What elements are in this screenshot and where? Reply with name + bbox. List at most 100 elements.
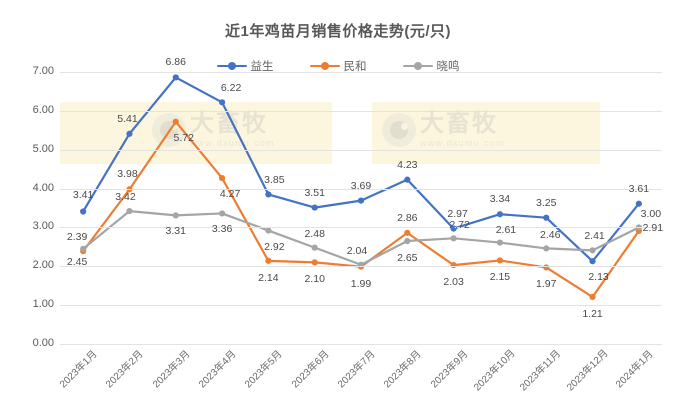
x-axis-tick: 2023年12月 <box>564 347 611 394</box>
data-point[interactable] <box>172 74 179 81</box>
legend-item-2[interactable]: 晓鸣 <box>402 58 460 74</box>
gridline <box>60 149 662 151</box>
data-point[interactable] <box>357 197 365 204</box>
y-axis-tick: 0.00 <box>32 337 54 349</box>
data-point[interactable] <box>404 237 411 245</box>
data-point[interactable] <box>126 130 133 137</box>
data-point[interactable] <box>218 174 226 182</box>
data-point-label: 2.72 <box>449 219 470 232</box>
data-point[interactable] <box>404 176 411 183</box>
data-point-label: 2.91 <box>642 221 664 234</box>
y-axis-tick: 4.00 <box>32 181 54 194</box>
chart-title: 近1年鸡苗月销售价格走势(元/只) <box>224 23 451 40</box>
data-point-label: 1.99 <box>350 277 372 290</box>
data-point-label: 5.72 <box>173 131 194 144</box>
y-axis-tick: 5.00 <box>32 142 54 155</box>
data-point[interactable] <box>589 247 596 254</box>
data-point[interactable] <box>450 262 457 269</box>
data-point-label: 1.21 <box>582 307 603 320</box>
gridline <box>60 344 662 345</box>
data-point-label: 2.61 <box>495 223 517 236</box>
data-point-label: 6.22 <box>220 82 242 95</box>
data-point[interactable] <box>265 257 272 264</box>
data-point[interactable] <box>80 208 87 215</box>
data-point-label: 3.85 <box>264 174 285 187</box>
gridline <box>60 227 662 229</box>
data-point[interactable] <box>311 244 318 251</box>
data-point[interactable] <box>635 200 642 207</box>
data-point-label: 3.31 <box>165 225 186 238</box>
data-point-label: 2.15 <box>489 271 511 284</box>
legend-label: 民和 <box>343 61 367 73</box>
gridline <box>60 266 662 268</box>
series-line-1 <box>82 120 640 299</box>
data-point[interactable] <box>450 225 457 232</box>
data-point-label: 3.25 <box>536 196 557 209</box>
data-point-label: 3.69 <box>350 179 372 192</box>
data-point[interactable] <box>172 212 179 219</box>
data-point-label: 3.42 <box>115 191 136 204</box>
data-point[interactable] <box>496 211 504 218</box>
data-point-label: 6.86 <box>165 56 186 69</box>
data-point[interactable] <box>404 229 411 236</box>
data-point[interactable] <box>218 210 226 217</box>
data-point[interactable] <box>172 118 179 125</box>
data-point-label: 2.92 <box>264 240 285 253</box>
data-point[interactable] <box>126 208 133 215</box>
gridline <box>60 72 662 73</box>
data-point-label: 3.34 <box>489 193 511 206</box>
x-axis-tick: 2023年5月 <box>243 348 285 391</box>
data-point-label: 2.65 <box>397 252 418 265</box>
data-point-label: 4.27 <box>219 188 241 201</box>
data-point-label: 2.03 <box>443 276 464 289</box>
data-point[interactable] <box>589 293 596 301</box>
plot-area: 大畜牧 www.dxumu.com 大畜牧 www.dxumu.com 7.00… <box>33 56 664 349</box>
watermark-band-left <box>60 102 332 164</box>
x-axis-labels: 2023年1月 2023年2月 2023年3月 2023年4月 2023年5月 2023年… <box>58 346 662 416</box>
x-axis-tick: 2023年8月 <box>382 348 424 391</box>
legend-label: 益生 <box>250 61 274 73</box>
data-point[interactable] <box>496 257 504 264</box>
data-point[interactable] <box>543 245 550 252</box>
data-point-label: 3.36 <box>211 223 233 236</box>
gridline <box>60 110 662 112</box>
data-point[interactable] <box>496 239 504 246</box>
y-axis-tick: 1.00 <box>32 298 54 311</box>
x-axis-tick: 2023年10月 <box>471 347 518 394</box>
data-point[interactable] <box>311 204 318 211</box>
watermark-band-right <box>372 102 600 164</box>
data-point-label: 1.97 <box>536 278 557 291</box>
gridline <box>60 305 662 307</box>
series-lines <box>80 74 642 301</box>
legend-item-1[interactable]: 民和 <box>309 58 367 74</box>
data-point-label: 3.41 <box>72 189 94 202</box>
data-point-label: 2.45 <box>66 255 88 268</box>
chart-legend: 益生 民和 晓鸣 <box>0 58 676 74</box>
data-point[interactable] <box>80 245 87 252</box>
legend-item-0[interactable]: 益生 <box>216 58 274 74</box>
data-point[interactable] <box>450 235 457 242</box>
data-point[interactable] <box>543 264 550 271</box>
data-point-label: 2.41 <box>584 230 605 243</box>
data-point[interactable] <box>265 191 272 198</box>
gridline <box>60 188 662 190</box>
data-point-label: 2.39 <box>66 231 88 244</box>
data-point-label: 3.00 <box>640 208 662 221</box>
data-point-label: 2.97 <box>447 207 468 220</box>
data-point[interactable] <box>543 214 550 221</box>
data-point-label: 2.46 <box>540 229 561 242</box>
data-point-label: 2.13 <box>588 271 609 284</box>
data-point[interactable] <box>265 227 272 234</box>
data-point-label: 5.41 <box>117 112 138 125</box>
x-axis-tick: 2023年6月 <box>289 348 332 391</box>
x-axis-tick: 2023年11月 <box>518 348 564 394</box>
data-point-label: 2.86 <box>397 211 418 224</box>
legend-label: 晓鸣 <box>436 61 460 73</box>
data-point[interactable] <box>218 99 226 106</box>
legend-marker-icon <box>216 61 247 71</box>
data-point-label: 2.14 <box>258 271 279 284</box>
data-point[interactable] <box>589 258 596 265</box>
x-axis-tick: 2023年3月 <box>150 348 193 391</box>
data-point[interactable] <box>311 259 318 266</box>
